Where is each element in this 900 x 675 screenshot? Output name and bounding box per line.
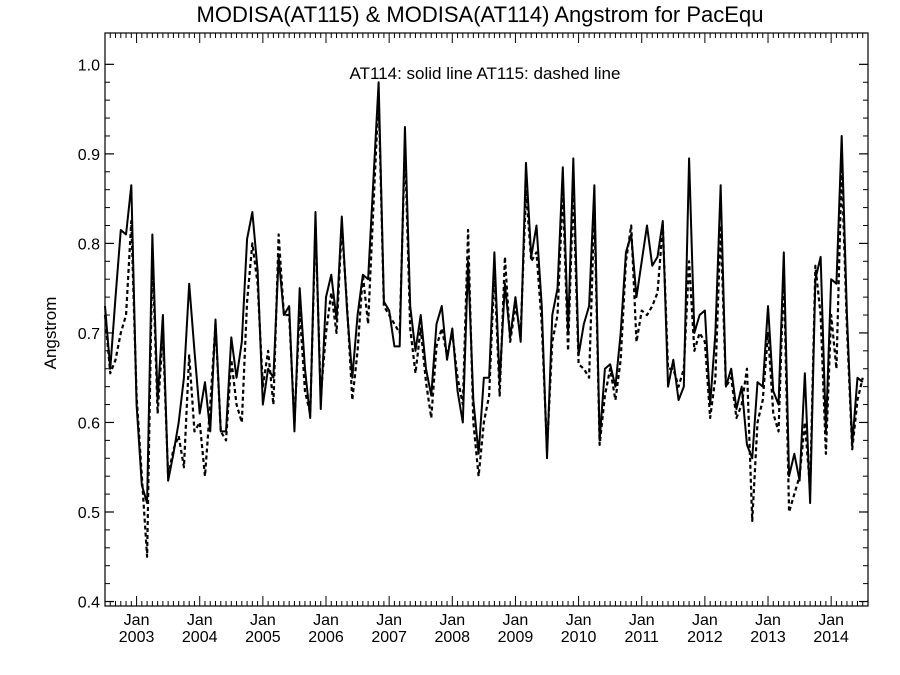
series-layer xyxy=(103,81,864,558)
x-tick-year-label: 2013 xyxy=(750,629,786,646)
x-tick-year-label: 2005 xyxy=(245,629,281,646)
y-tick-label: 0.6 xyxy=(78,415,100,432)
y-tick-label: 0.8 xyxy=(78,236,100,253)
x-tick-month-label: Jan xyxy=(124,612,150,629)
x-axis: Jan2003Jan2004Jan2005Jan2006Jan2007Jan20… xyxy=(104,33,869,646)
plot-frame xyxy=(104,32,869,607)
x-tick-year-label: 2004 xyxy=(182,629,218,646)
x-tick-month-label: Jan xyxy=(187,612,213,629)
x-tick-year-label: 2012 xyxy=(687,629,723,646)
chart-title: MODISA(AT115) & MODISA(AT114) Angstrom f… xyxy=(197,2,764,27)
x-tick-year-label: 2006 xyxy=(308,629,344,646)
series-at115-line xyxy=(103,94,864,558)
y-axis-label: Angstrom xyxy=(41,297,60,370)
x-tick-month-label: Jan xyxy=(692,612,718,629)
x-tick-year-label: 2007 xyxy=(371,629,407,646)
x-tick-month-label: Jan xyxy=(376,612,402,629)
y-tick-label: 0.5 xyxy=(78,505,100,522)
y-tick-label: 1.0 xyxy=(78,57,100,74)
x-tick-year-label: 2009 xyxy=(498,629,534,646)
x-tick-month-label: Jan xyxy=(629,612,655,629)
x-tick-month-label: Jan xyxy=(818,612,844,629)
x-tick-month-label: Jan xyxy=(439,612,465,629)
y-tick-label: 0.9 xyxy=(78,147,100,164)
x-tick-year-label: 2010 xyxy=(561,629,597,646)
x-tick-month-label: Jan xyxy=(503,612,529,629)
x-tick-month-label: Jan xyxy=(566,612,592,629)
x-tick-year-label: 2008 xyxy=(434,629,470,646)
x-tick-year-label: 2003 xyxy=(119,629,155,646)
line-style-annotation: AT114: solid line AT115: dashed line xyxy=(350,64,621,83)
x-tick-year-label: 2014 xyxy=(813,629,849,646)
y-tick-label: 0.4 xyxy=(78,595,100,612)
series-at114-line xyxy=(104,81,864,505)
x-tick-month-label: Jan xyxy=(250,612,276,629)
y-tick-label: 0.7 xyxy=(78,326,100,343)
x-tick-month-label: Jan xyxy=(755,612,781,629)
x-tick-year-label: 2011 xyxy=(625,629,660,646)
y-axis: 0.4 0.5 0.6 0.7 0.8 0.9 1.0 xyxy=(78,57,868,612)
x-tick-month-label: Jan xyxy=(313,612,339,629)
